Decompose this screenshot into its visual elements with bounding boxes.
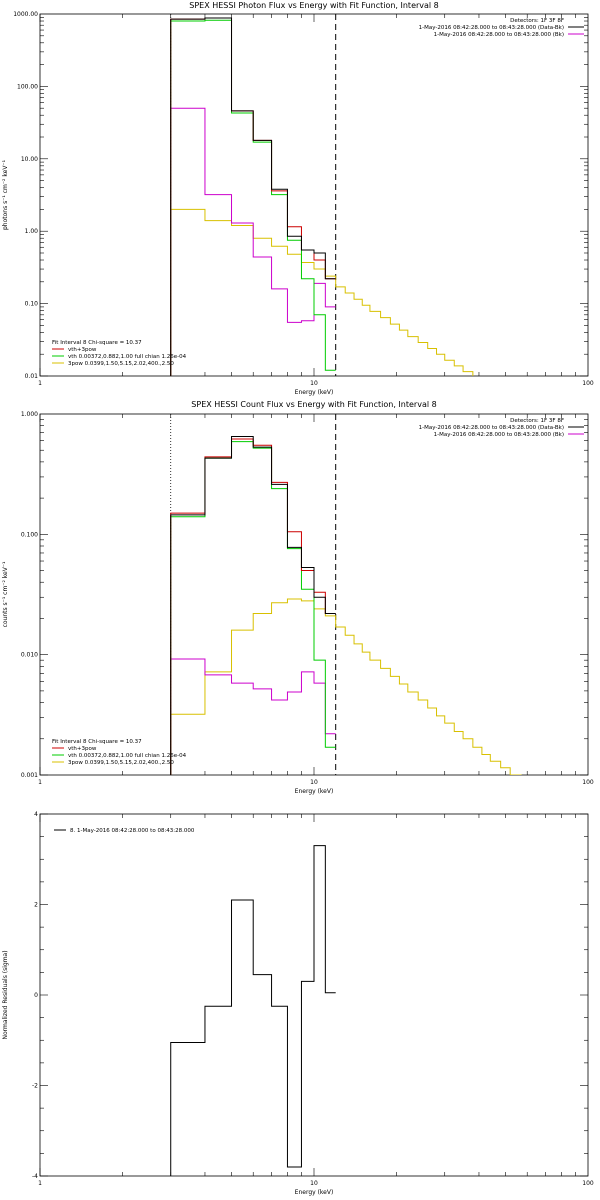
count-fit-interval-label: Fit Interval 8 Chi-square = 10.37 [52, 739, 142, 745]
count-x-tick-label: 1 [38, 779, 42, 786]
photon-x-tick-label: 100 [582, 380, 594, 387]
photon-x-tick-label: 1 [38, 380, 42, 387]
resid-series-black [170, 845, 336, 1176]
count-legend-entry: vth+3pow [68, 746, 97, 752]
count-title: SPEX HESSI Count Flux vs Energy with Fit… [191, 400, 436, 409]
photon-y-tick-label: 100.00 [17, 83, 38, 90]
photon-series-red [170, 17, 336, 376]
count-series-magenta [170, 658, 336, 775]
count-y-tick-label: 1.000 [21, 411, 38, 418]
count-series-black [170, 436, 336, 775]
resid-x-tick-label: 1 [38, 1180, 42, 1187]
photon-series-magenta [170, 107, 336, 376]
photon-legend-entry: 3pow 0.0399,1.50,5.15,2.02,400.,2.50 [68, 361, 174, 367]
photon-legend-entry: vth+3pow [68, 347, 97, 353]
count-y-tick-label: 0.100 [21, 531, 38, 538]
resid-y-tick-label: 2 [34, 902, 38, 909]
photon-y-tick-label: 10.00 [21, 156, 38, 163]
resid-x-axis-label: Energy (keV) [295, 1189, 334, 1196]
photon-x-axis-label: Energy (keV) [295, 389, 334, 396]
count-series-yellow [170, 598, 522, 775]
count-legend-entry: 3pow 0.0399,1.50,5.15,2.02,400.,2.50 [68, 760, 174, 766]
resid-legend-entry: 8. 1-May-2016 08:42:28.000 to 08:43:28.0… [70, 828, 195, 834]
count-series-green [170, 441, 336, 775]
count-legend-entry: vth 0.00372,0.882,1.00 full chian 1.26e-… [68, 753, 187, 759]
count-x-tick-label: 100 [582, 779, 594, 786]
photon-series-black [170, 17, 336, 376]
resid-panel: 1 10 100 -4 -2 0 2 4 Energy (keV) Normalized Resi… [2, 811, 594, 1196]
resid-y-axis-label: Normalized Residuals (sigma) [2, 950, 9, 1039]
photon-y-tick-label: 0.01 [25, 373, 39, 380]
count-x-axis-label: Energy (keV) [295, 788, 334, 795]
photon-legend-entry: 1-May-2016 08:42:28.000 to 08:43:28.000 … [434, 32, 564, 38]
photon-detectors-label: Detectors: 1F 3F 8F [510, 18, 564, 24]
resid-y-tick-label: -2 [32, 1083, 38, 1090]
photon-plot-frame [39, 13, 589, 377]
count-panel: 1 10 100 0.001 0.010 0.100 1.000 SPEX HESSI Cou… [2, 400, 594, 795]
count-y-axis-label: counts s⁻¹ cm⁻² keV⁻¹ [2, 561, 9, 627]
resid-y-tick-label: 0 [34, 992, 38, 999]
photon-legend-entry: vth 0.00372,0.882,1.00 full chian 1.26e-… [68, 354, 187, 360]
resid-x-tick-label: 100 [582, 1180, 594, 1187]
resid-x-tick-label: 10 [310, 1180, 318, 1187]
photon-y-tick-label: 1.00 [25, 228, 39, 235]
photon-y-tick-label: 0.10 [25, 301, 39, 308]
photon-y-axis-label: photons s⁻¹ cm⁻² keV⁻¹ [2, 159, 9, 230]
photon-fit-interval-label: Fit Interval 8 Chi-square = 10.37 [52, 340, 142, 346]
photon-title: SPEX HESSI Photon Flux vs Energy with Fi… [189, 1, 439, 10]
count-y-tick-label: 0.001 [21, 772, 38, 779]
photon-x-tick-label: 10 [310, 380, 318, 387]
photon-y-tick-label: 1000.00 [13, 11, 38, 18]
count-legend-entry: 1-May-2016 08:42:28.000 to 08:43:28.000 … [419, 425, 564, 431]
photon-panel: 1 10 100 0.01 0.10 1.00 10.00 100.00 1000.00 SPEX… [2, 1, 594, 396]
photon-series-green [170, 19, 336, 376]
photon-series-yellow [170, 208, 474, 376]
resid-y-tick-label: 4 [34, 811, 38, 818]
count-legend-entry: 1-May-2016 08:42:28.000 to 08:43:28.000 … [434, 432, 564, 438]
count-series-red [170, 438, 336, 775]
count-detectors-label: Detectors: 1F 3F 8F [510, 418, 564, 424]
count-x-tick-label: 10 [310, 779, 318, 786]
photon-legend-entry: 1-May-2016 08:42:28.000 to 08:43:28.000 … [419, 25, 564, 31]
count-y-tick-label: 0.010 [21, 652, 38, 659]
resid-y-tick-label: -4 [32, 1173, 38, 1180]
